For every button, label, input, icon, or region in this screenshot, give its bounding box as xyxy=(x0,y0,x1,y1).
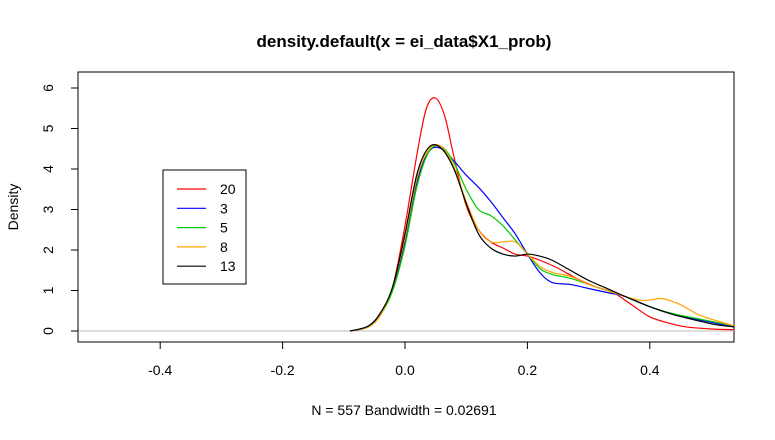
legend-label-5: 5 xyxy=(220,220,228,236)
series-line-13 xyxy=(349,144,734,332)
y-tick-label: 6 xyxy=(40,84,56,92)
y-tick-label: 0 xyxy=(40,327,56,335)
series-line-20 xyxy=(349,97,734,332)
x-axis: -0.4 -0.2 0.0 0.2 0.4 xyxy=(148,341,660,378)
y-tick-label: 4 xyxy=(40,165,56,173)
x-tick-label: 0.4 xyxy=(640,362,660,378)
chart-title: density.default(x = ei_data$X1_prob) xyxy=(257,32,552,51)
legend-label-13: 13 xyxy=(220,258,236,274)
x-tick-label: 0.2 xyxy=(518,362,538,378)
y-axis-label: Density xyxy=(5,184,21,231)
x-axis-label: N = 557 Bandwidth = 0.02691 xyxy=(311,402,496,418)
legend-label-8: 8 xyxy=(220,239,228,255)
series-line-8 xyxy=(349,144,734,332)
legend: 20 3 5 8 13 xyxy=(162,169,247,285)
x-tick-label: 0.0 xyxy=(395,362,415,378)
x-tick-label: -0.4 xyxy=(148,362,172,378)
y-tick-label: 2 xyxy=(40,246,56,254)
y-tick-label: 3 xyxy=(40,205,56,213)
x-tick-label: -0.2 xyxy=(271,362,295,378)
legend-label-20: 20 xyxy=(220,181,236,197)
y-tick-label: 5 xyxy=(40,124,56,132)
density-curves xyxy=(349,97,734,332)
y-tick-label: 1 xyxy=(40,286,56,294)
legend-label-3: 3 xyxy=(220,200,228,216)
y-axis: 0 1 2 3 4 5 6 xyxy=(40,84,79,335)
